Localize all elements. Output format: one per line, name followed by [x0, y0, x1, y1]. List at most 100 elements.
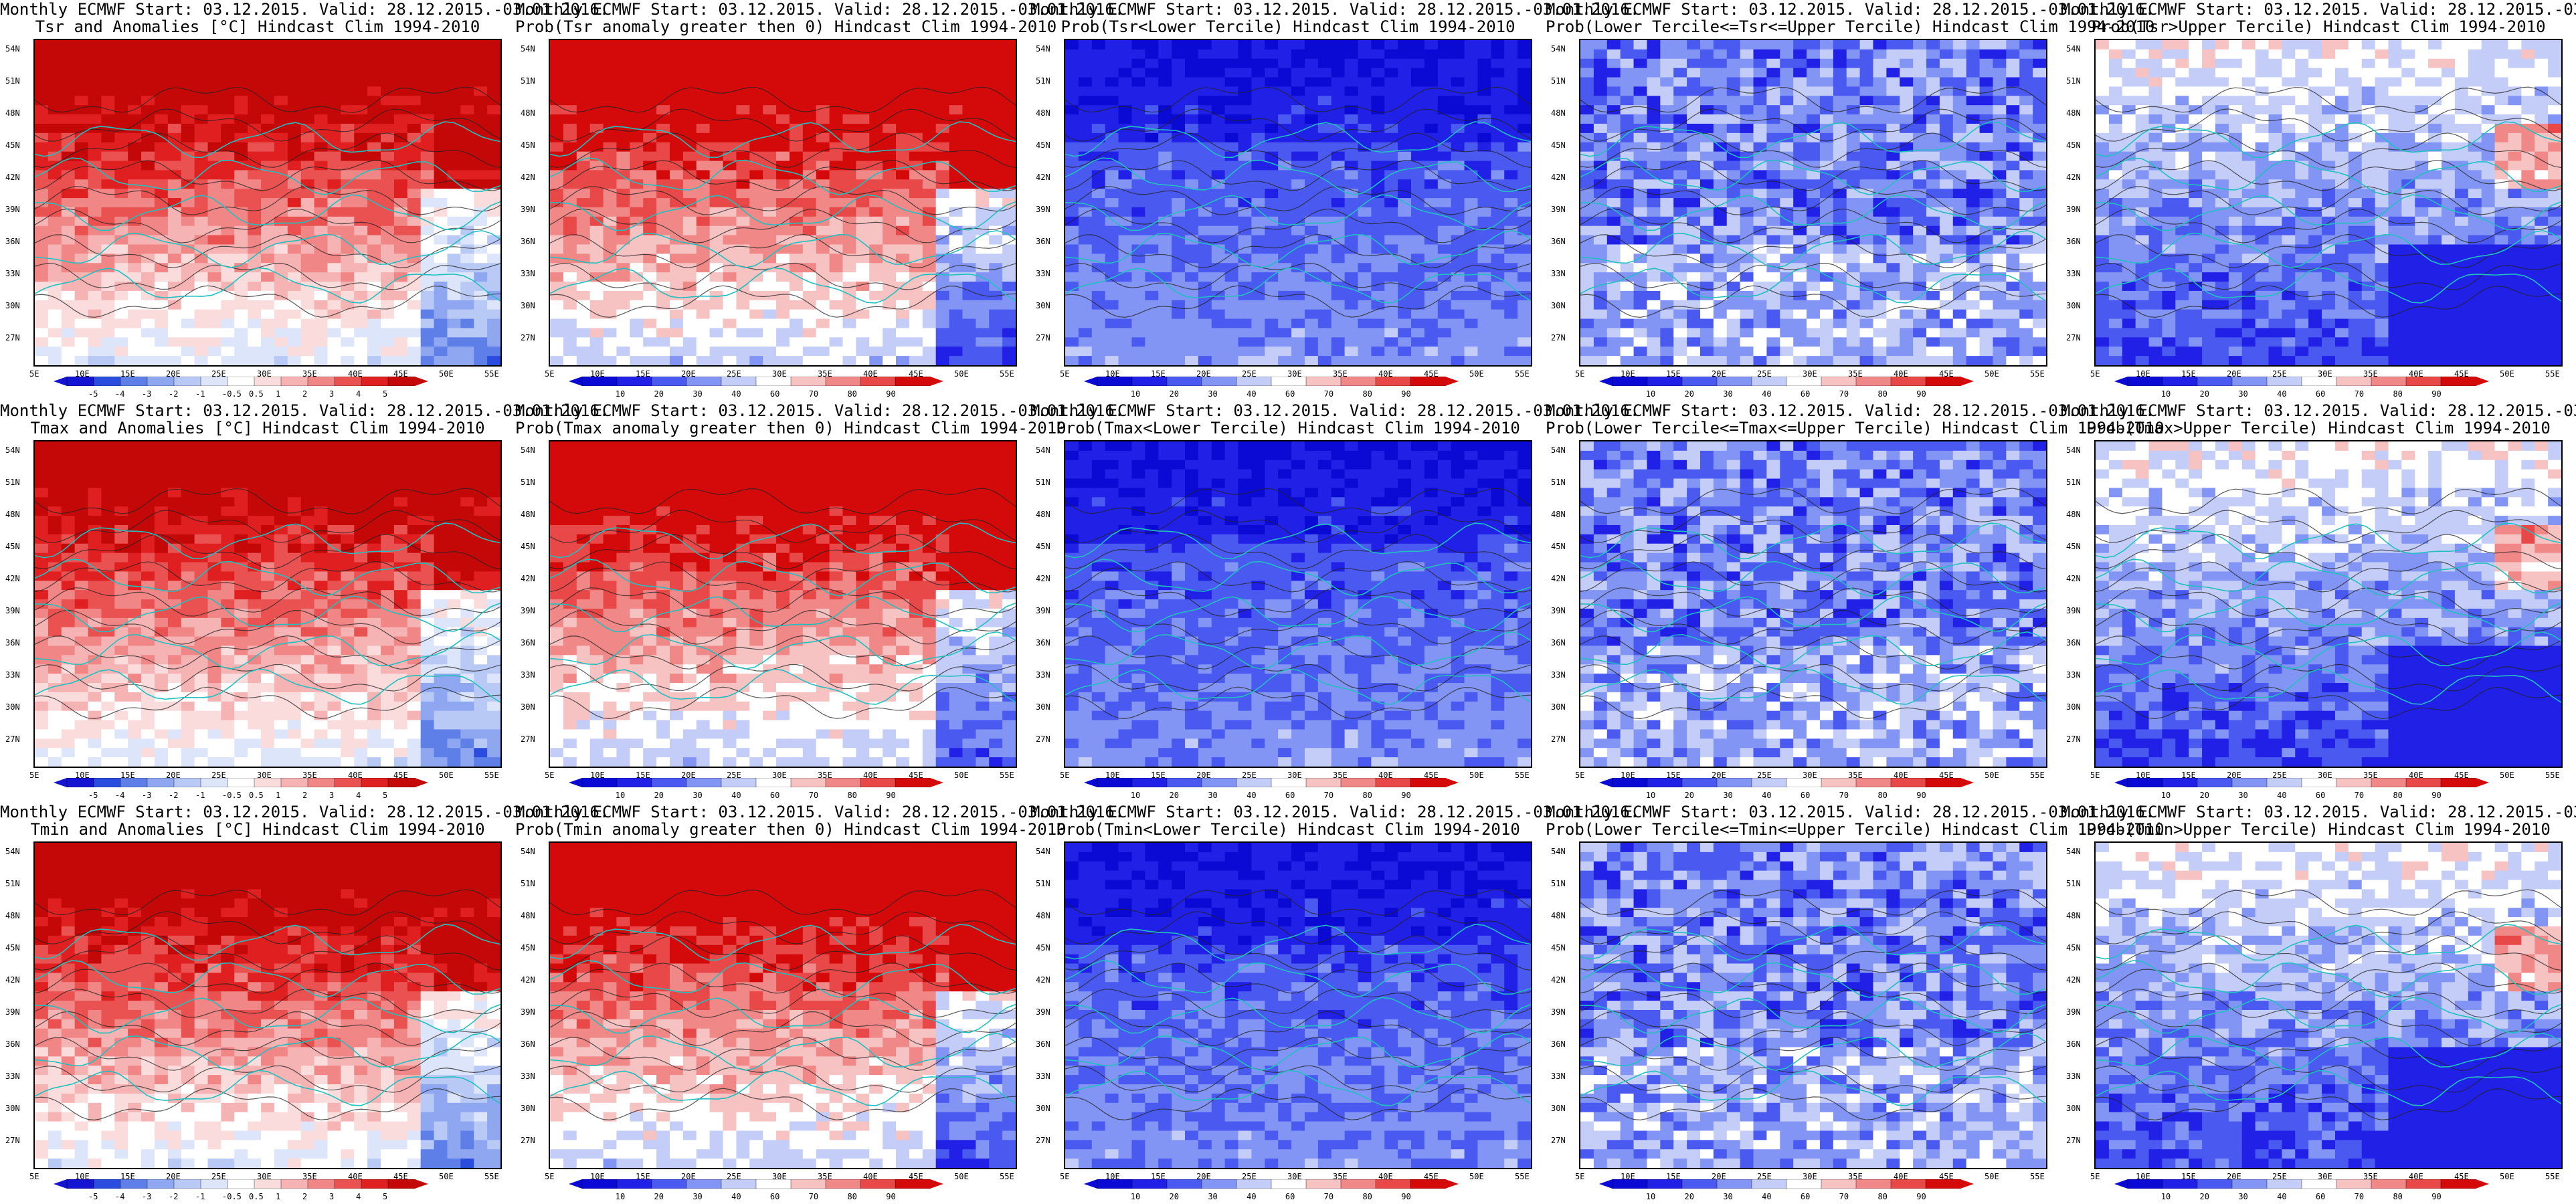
colorbar-tick: 1: [276, 1192, 281, 1201]
lat-label: 48N: [2066, 510, 2081, 519]
colorbar-tick: 90: [2431, 389, 2442, 399]
lon-label: 30E: [1287, 369, 1302, 379]
lon-label: 35E: [818, 1172, 832, 1181]
colorbar-tick: 60: [1800, 389, 1811, 399]
map-area: [1579, 39, 2047, 367]
lon-label: 45E: [393, 369, 408, 379]
map-field: [550, 40, 1016, 365]
panel-subtitle: Tmin and Anomalies [°C] Hindcast Clim 19…: [30, 820, 485, 839]
lat-label: 30N: [1036, 301, 1050, 310]
lon-label: 30E: [2318, 369, 2332, 379]
lon-label: 35E: [1848, 369, 1863, 379]
colorbar-tick: 10: [1645, 389, 1656, 399]
panel-title: Monthly ECMWF Start: 03.12.2015. Valid: …: [1546, 0, 2155, 19]
lat-label: 45N: [1551, 542, 1566, 551]
lon-label: 25E: [727, 1172, 741, 1181]
colorbar-tick: 40: [2277, 791, 2287, 800]
panel-subtitle: Prob(Tmin anomaly greater then 0) Hindca…: [515, 820, 1067, 839]
lat-label: 27N: [521, 333, 535, 342]
panel-subtitle: Tmax and Anomalies [°C] Hindcast Clim 19…: [30, 419, 485, 437]
colorbar-tick: -4: [115, 389, 125, 399]
lat-label: 30N: [1036, 1104, 1050, 1113]
lon-label: 25E: [211, 771, 226, 780]
lat-label: 36N: [2066, 638, 2081, 647]
lon-label: 15E: [1151, 771, 1166, 780]
lon-label: 40E: [1894, 369, 1908, 379]
lon-label: 20E: [681, 369, 696, 379]
lon-label: 55E: [2030, 1172, 2045, 1181]
lon-label: 40E: [2409, 771, 2423, 780]
colorbar-tick: 30: [2238, 791, 2248, 800]
panel-title: Monthly ECMWF Start: 03.12.2015. Valid: …: [1546, 803, 2155, 821]
lon-label: 30E: [257, 369, 272, 379]
lon-label: 5E: [29, 369, 39, 379]
lon-label: 30E: [2318, 771, 2332, 780]
colorbar-tick: 80: [1877, 389, 1888, 399]
lon-label: 55E: [1000, 771, 1014, 780]
lon-label: 15E: [636, 1172, 650, 1181]
lat-label: 51N: [1551, 76, 1566, 86]
lon-label: 35E: [302, 771, 317, 780]
lon-label: 30E: [772, 1172, 787, 1181]
colorbar-tick: 10: [2160, 1192, 2171, 1201]
lat-label: 42N: [5, 975, 20, 985]
lat-label: 42N: [2066, 574, 2081, 583]
map-panel: Monthly ECMWF Start: 03.12.2015. Valid: …: [1030, 803, 1640, 1204]
colorbar-tick: -5: [88, 1192, 98, 1201]
colorbar-tick: 20: [1684, 389, 1694, 399]
map-area: [1064, 440, 1532, 768]
lat-label: 42N: [521, 574, 535, 583]
lat-label: 33N: [5, 269, 20, 278]
colorbar-tick: -3: [142, 791, 152, 800]
colorbar-tick: 5: [383, 1192, 388, 1201]
colorbar-tick: 70: [808, 389, 819, 399]
lon-label: 5E: [1060, 1172, 1070, 1181]
colorbar: [1599, 376, 1974, 387]
lon-label: 20E: [1196, 1172, 1211, 1181]
lon-label: 25E: [1242, 1172, 1257, 1181]
lat-label: 54N: [2066, 44, 2081, 54]
colorbar-tick: 70: [2354, 389, 2365, 399]
colorbar-tick: 20: [2199, 791, 2209, 800]
colorbar-tick: 80: [847, 791, 857, 800]
lon-label: 50E: [954, 369, 969, 379]
map-area: [549, 841, 1017, 1169]
lon-label: 15E: [2181, 771, 2196, 780]
lon-label: 25E: [1242, 369, 1257, 379]
lat-label: 36N: [2066, 237, 2081, 246]
lat-label: 33N: [1036, 269, 1050, 278]
map-panel: Monthly ECMWF Start: 03.12.2015. Valid: …: [2061, 401, 2576, 803]
lon-label: 5E: [29, 1172, 39, 1181]
colorbar-tick: 40: [1762, 791, 1772, 800]
lat-label: 39N: [5, 606, 20, 615]
colorbar-tick: -2: [169, 1192, 179, 1201]
lat-label: 45N: [1036, 140, 1050, 150]
lat-label: 33N: [2066, 670, 2081, 680]
lat-label: 51N: [5, 879, 20, 888]
colorbar-tick: 20: [1169, 791, 1179, 800]
lon-label: 25E: [211, 1172, 226, 1181]
lon-label: 25E: [1757, 771, 1772, 780]
colorbar-tick: 20: [2199, 1192, 2209, 1201]
colorbar-tick: 90: [1916, 389, 1926, 399]
lon-label: 15E: [636, 369, 650, 379]
lat-label: 54N: [521, 44, 535, 54]
map-field: [550, 843, 1016, 1168]
colorbar-tick: 80: [1877, 1192, 1888, 1201]
lon-label: 15E: [120, 369, 135, 379]
lat-label: 30N: [1036, 702, 1050, 712]
lon-label: 10E: [590, 1172, 605, 1181]
lat-label: 27N: [5, 1136, 20, 1145]
panel-title: Monthly ECMWF Start: 03.12.2015. Valid: …: [1030, 803, 1640, 821]
lat-label: 42N: [1551, 574, 1566, 583]
map-field: [35, 40, 500, 365]
lon-label: 35E: [818, 369, 832, 379]
lon-label: 5E: [2090, 1172, 2100, 1181]
lat-label: 36N: [1551, 638, 1566, 647]
colorbar-tick: 90: [1916, 1192, 1926, 1201]
colorbar-tick: 40: [2277, 389, 2287, 399]
lat-label: 39N: [1551, 606, 1566, 615]
lon-label: 10E: [2136, 369, 2150, 379]
colorbar-tick: 10: [615, 389, 626, 399]
lat-label: 42N: [5, 173, 20, 182]
